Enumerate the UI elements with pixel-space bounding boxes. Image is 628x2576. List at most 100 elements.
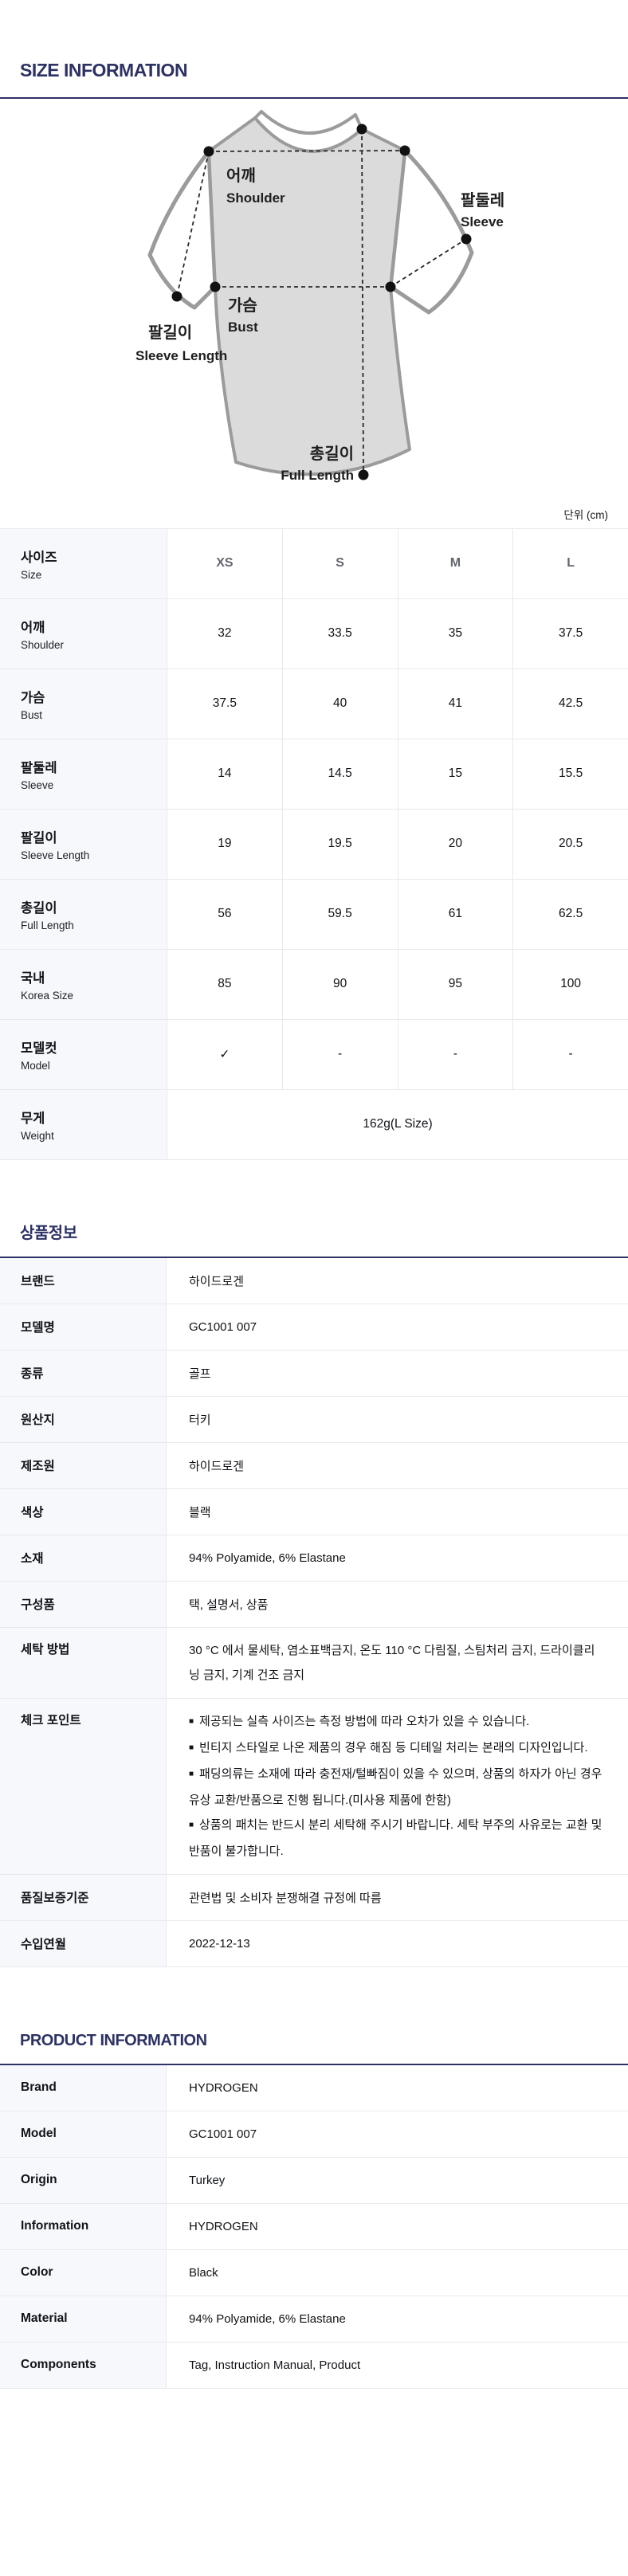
left-sleeve-shape — [147, 149, 218, 310]
info-value: HYDROGEN — [189, 2219, 258, 2233]
diagram-label-shoulder-kr: 어깨 — [226, 167, 256, 185]
size-row-label-en: Full Length — [21, 919, 74, 931]
info-label: Origin — [0, 2157, 167, 2203]
info-row-check-points: 체크 포인트 ■ 제공되는 실측 사이즈는 측정 방법에 따라 오차가 있을 수 … — [0, 1698, 628, 1875]
size-value: 41 — [397, 669, 513, 739]
info-row-components-kr: 구성품 택, 설명서, 상품 — [0, 1581, 628, 1628]
info-label: 품질보증기준 — [0, 1874, 167, 1920]
size-column-xs: XS — [167, 528, 282, 599]
size-row-label-kr: 가슴 — [21, 690, 45, 705]
info-row-material: Material 94% Polyamide, 6% Elastane — [0, 2296, 628, 2343]
size-row-label: 팔둘레 Sleeve — [0, 739, 167, 810]
info-value: 하이드로겐 — [189, 1459, 245, 1473]
size-value: 42.5 — [512, 669, 628, 739]
size-row-label-kr: 국내 — [21, 970, 45, 986]
size-value: - — [512, 1019, 628, 1090]
size-row-label: 모델컷 Model — [0, 1019, 167, 1090]
size-row-label-en: Sleeve Length — [21, 849, 90, 861]
info-row-import-date: 수입연월 2022-12-13 — [0, 1920, 628, 1967]
check-point-item: ■ 상품의 패치는 반드시 분리 세탁해 주시기 바랍니다. 세탁 부주의 사유로… — [189, 1813, 604, 1864]
diagram-label-sleeve-en: Sleeve — [461, 214, 504, 229]
info-label: 세탁 방법 — [0, 1627, 167, 1698]
size-value: 62.5 — [512, 879, 628, 950]
diagram-label-sleeve-length-en: Sleeve Length — [135, 348, 227, 363]
size-row-label: 팔길이 Sleeve Length — [0, 809, 167, 880]
measure-line-sleeve-width — [390, 237, 467, 288]
info-row-origin-kr: 원산지 터키 — [0, 1396, 628, 1443]
wash-method-text: 30 °C 에서 물세탁, 염소표백금지, 온도 110 °C 다림질, 스팀처… — [189, 1643, 595, 1682]
size-value: 37.5 — [512, 598, 628, 669]
info-label: Brand — [0, 2064, 167, 2111]
size-value: - — [281, 1019, 398, 1090]
measure-dot — [358, 469, 369, 480]
info-value: HYDROGEN — [189, 2080, 258, 2095]
info-label: 구성품 — [0, 1581, 167, 1627]
check-point-item: ■ 빈티지 스타일로 나온 제품의 경우 해짐 등 디테일 처리는 본래의 디자인… — [189, 1735, 604, 1762]
info-row-color-kr: 색상 블랙 — [0, 1488, 628, 1535]
size-row-label-en: Weight — [21, 1129, 54, 1142]
model-cut-check: ✓ — [167, 1019, 282, 1090]
size-row-label-en: Model — [21, 1059, 50, 1072]
info-row-information: Information HYDROGEN — [0, 2203, 628, 2250]
product-info-kr-table: 브랜드 하이드로겐 모델명 GC1001 007 종류 골프 원산지 터키 제조… — [0, 1256, 628, 1967]
right-sleeve-shape — [388, 148, 474, 315]
size-row-label-kr: 팔둘레 — [21, 760, 57, 775]
info-label: 브랜드 — [0, 1257, 167, 1304]
measure-dot — [399, 145, 410, 156]
size-value: 37.5 — [167, 669, 282, 739]
size-value: 19.5 — [281, 809, 398, 880]
info-value: GC1001 007 — [189, 2127, 257, 2141]
size-row-label-kr: 모델컷 — [21, 1041, 57, 1056]
size-column-l: L — [512, 528, 628, 599]
info-value: 택, 설명서, 상품 — [189, 1598, 269, 1612]
info-value: 94% Polyamide, 6% Elastane — [189, 2311, 346, 2326]
info-row-components: Components Tag, Instruction Manual, Prod… — [0, 2342, 628, 2389]
size-value: 85 — [167, 949, 282, 1020]
size-value: 59.5 — [281, 879, 398, 950]
diagram-label-full-length-en: Full Length — [281, 468, 354, 483]
size-table-header-label: 사이즈 Size — [0, 528, 167, 599]
square-bullet-icon: ■ — [189, 1716, 194, 1726]
info-row-wash-method: 세탁 방법 30 °C 에서 물세탁, 염소표백금지, 온도 110 °C 다림… — [0, 1627, 628, 1699]
size-row-label-en: Bust — [21, 708, 43, 721]
diagram-label-bust-kr: 가슴 — [228, 296, 257, 315]
product-info-en-table: Brand HYDROGEN Model GC1001 007 Origin T… — [0, 2063, 628, 2389]
square-bullet-icon: ■ — [189, 1820, 194, 1829]
info-label: Information — [0, 2203, 167, 2249]
info-value: 2022-12-13 — [189, 1936, 250, 1951]
info-row-category-kr: 종류 골프 — [0, 1350, 628, 1397]
info-label: 색상 — [0, 1488, 167, 1535]
size-value: 15 — [397, 739, 513, 810]
size-value: 90 — [281, 949, 398, 1020]
info-row-color: Color Black — [0, 2249, 628, 2296]
info-row-warranty: 품질보증기준 관련법 및 소비자 분쟁해결 규정에 따름 — [0, 1874, 628, 1921]
info-row-material-kr: 소재 94% Polyamide, 6% Elastane — [0, 1535, 628, 1582]
size-value: 61 — [397, 879, 513, 950]
diagram-label-full-length-kr: 총길이 — [310, 445, 354, 463]
info-label: 체크 포인트 — [0, 1698, 167, 1874]
weight-value: 162g(L Size) — [167, 1089, 628, 1160]
info-label: Model — [0, 2111, 167, 2157]
unit-label: 단위 (cm) — [563, 508, 608, 521]
measure-dot — [461, 233, 472, 245]
info-value: 하이드로겐 — [189, 1274, 245, 1288]
product-info-kr-heading: 상품정보 — [20, 1224, 77, 1242]
measure-dots — [171, 124, 472, 480]
measure-dot — [356, 124, 367, 135]
measure-dot — [203, 146, 214, 157]
info-value: GC1001 007 — [189, 1319, 257, 1334]
size-row-label: 총길이 Full Length — [0, 879, 167, 950]
info-label: 소재 — [0, 1535, 167, 1581]
tshirt-measurement-diagram: 어깨 Shoulder 팔둘레 Sleeve 가슴 Bust 팔길이 Sleev… — [107, 105, 521, 504]
measure-dot — [171, 291, 183, 302]
check-point-text: 제공되는 실측 사이즈는 측정 방법에 따라 오차가 있을 수 있습니다. — [199, 1714, 530, 1728]
square-bullet-icon: ■ — [189, 1769, 194, 1778]
size-row-label-en: Sleeve — [21, 778, 54, 791]
measure-dot — [385, 281, 396, 292]
size-row-label-en: Korea Size — [21, 989, 74, 1002]
size-row-label-en: Shoulder — [21, 638, 65, 651]
size-value: 19 — [167, 809, 282, 880]
info-value: 94% Polyamide, 6% Elastane — [189, 1551, 346, 1565]
size-value: 15.5 — [512, 739, 628, 810]
size-table: 사이즈 Size XS S M L 어깨 Shoulder 32 33.5 35… — [0, 527, 628, 1160]
